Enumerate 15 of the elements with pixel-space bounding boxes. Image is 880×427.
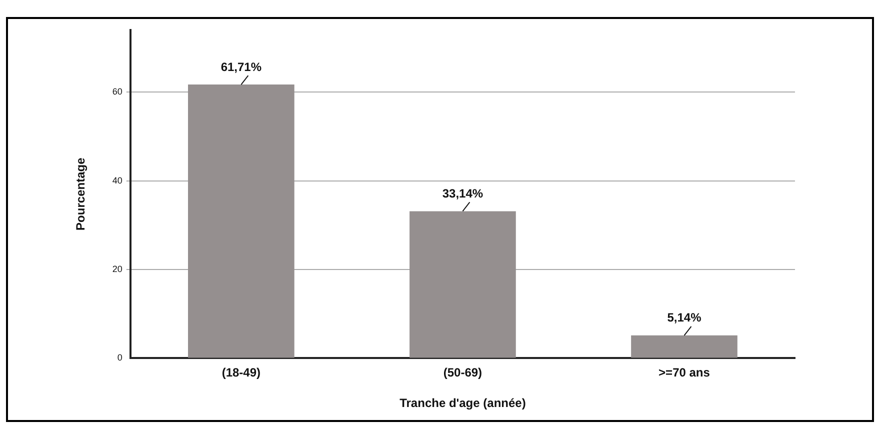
data-label: 33,14% (442, 186, 484, 201)
x-axis-title: Tranche d'age (année) (400, 396, 526, 410)
data-label: 5,14% (667, 310, 702, 325)
x-tick-label: >=70 ans (658, 366, 710, 380)
x-tick-label: (50-69) (443, 366, 482, 380)
y-tick-label: 0 (117, 352, 122, 363)
y-tick-label: 60 (112, 86, 122, 97)
bar (410, 211, 516, 358)
x-tick-label: (18-49) (222, 366, 261, 380)
y-tick-label: 20 (112, 264, 122, 274)
y-tick-label: 40 (112, 175, 122, 186)
y-axis-title: Pourcentage (74, 157, 88, 230)
bar (631, 335, 738, 358)
data-label: 61,71% (220, 60, 262, 74)
bar (188, 84, 294, 358)
